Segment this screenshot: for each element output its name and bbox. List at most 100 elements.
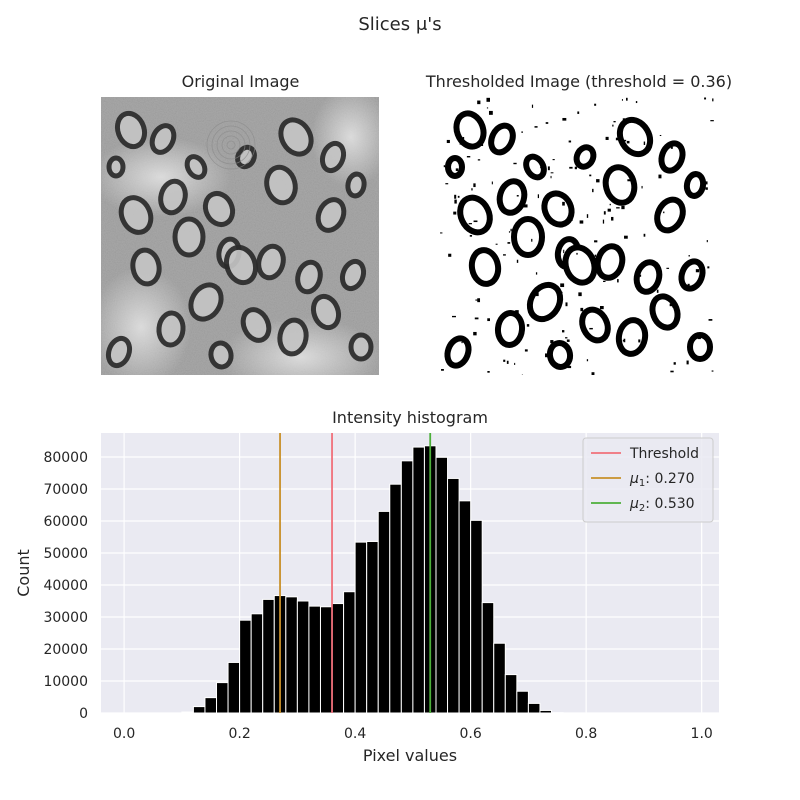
histogram-bar xyxy=(412,446,425,714)
axon-ring xyxy=(315,197,347,233)
speckle xyxy=(658,174,662,179)
speckle xyxy=(499,206,503,210)
speckle xyxy=(556,249,560,252)
axon-ring xyxy=(494,310,526,348)
speckle xyxy=(708,319,713,321)
speckle xyxy=(594,240,598,243)
speckle xyxy=(673,362,676,365)
histogram-bar xyxy=(319,606,333,714)
histogram-bar xyxy=(343,591,356,714)
ring-artifact xyxy=(216,130,246,160)
speckle xyxy=(568,140,572,143)
original-image xyxy=(101,97,379,375)
axon-ring xyxy=(295,259,323,295)
axon-ring xyxy=(149,123,177,155)
speckle xyxy=(562,201,565,206)
speckle xyxy=(513,162,517,165)
speckle xyxy=(443,165,446,168)
speckle xyxy=(473,183,476,188)
speckle xyxy=(635,101,638,104)
speckle xyxy=(611,216,614,221)
speckle xyxy=(563,249,565,254)
speckle xyxy=(617,279,619,283)
speckle xyxy=(686,192,689,195)
speckle xyxy=(681,212,684,216)
x-tick-label: 1.0 xyxy=(691,726,713,742)
speckle xyxy=(550,175,552,179)
histogram-bar xyxy=(204,697,218,714)
speckle xyxy=(666,267,670,269)
axon-ring xyxy=(277,317,309,357)
speckle xyxy=(516,259,519,263)
speckle xyxy=(577,111,580,114)
histogram-bar xyxy=(470,519,483,714)
axon-ring xyxy=(188,282,224,322)
speckle xyxy=(603,211,606,215)
histogram-bar xyxy=(527,702,541,714)
x-axis-label: Pixel values xyxy=(363,746,457,765)
speckle xyxy=(466,156,471,158)
histogram-bar xyxy=(250,613,264,714)
axon-ring xyxy=(654,196,686,234)
axon-ring xyxy=(594,243,626,281)
speckle xyxy=(704,97,707,100)
histogram-bar xyxy=(216,682,229,714)
histogram-bar xyxy=(400,460,414,714)
axon-ring xyxy=(114,110,148,150)
speckle xyxy=(560,283,565,288)
speckle xyxy=(569,166,573,169)
intensity-histogram: Intensity histogram 0.0 0.2 0.4 0.6 0.8 1.0 0 1… xyxy=(0,400,800,800)
axon-ring xyxy=(615,317,649,357)
legend-mu1-label: μ1: 0.270 xyxy=(629,471,695,489)
y-tick-label: 70000 xyxy=(43,482,88,498)
speckle xyxy=(599,306,604,310)
speckle xyxy=(481,143,484,147)
speckle xyxy=(491,279,493,284)
speckle xyxy=(531,238,533,242)
axon-ring xyxy=(319,140,347,174)
speckle xyxy=(603,280,606,283)
histogram-bar xyxy=(539,709,553,714)
speckle xyxy=(705,187,708,190)
speckle xyxy=(448,253,452,257)
speckle xyxy=(571,245,575,248)
speckle xyxy=(627,179,631,182)
speckle xyxy=(602,219,605,224)
speckle xyxy=(566,339,570,342)
speckle xyxy=(565,337,568,339)
speckle xyxy=(688,255,690,257)
speckle xyxy=(455,168,459,171)
axon-ring xyxy=(130,247,162,287)
speckle xyxy=(612,124,614,127)
speckle xyxy=(514,362,516,365)
speckle xyxy=(613,121,616,123)
speckle xyxy=(457,195,460,198)
speckle xyxy=(510,228,512,232)
speckle xyxy=(624,235,628,239)
histogram-bar xyxy=(481,602,495,714)
speckle xyxy=(550,172,554,174)
axon-ring xyxy=(511,216,545,258)
axon-ring xyxy=(457,194,493,236)
histogram-bar xyxy=(366,540,379,714)
speckle xyxy=(643,233,646,237)
speckle xyxy=(524,349,528,352)
ring-artifact xyxy=(221,135,241,155)
y-tick-label: 40000 xyxy=(43,578,88,594)
speckle xyxy=(623,139,627,142)
speckle xyxy=(589,327,593,330)
speckle xyxy=(508,231,511,233)
speckle xyxy=(670,146,673,149)
speckle xyxy=(515,310,519,315)
axon-ring xyxy=(105,335,133,369)
speckle xyxy=(641,185,643,189)
axon-ring xyxy=(278,117,314,157)
histogram-bar xyxy=(377,510,391,714)
speckle xyxy=(615,200,618,204)
speckle xyxy=(561,330,565,333)
axon-ring xyxy=(310,293,342,331)
speckle xyxy=(440,232,443,234)
speckle xyxy=(547,166,550,171)
speckle xyxy=(534,126,538,128)
axon-ring xyxy=(264,164,298,206)
